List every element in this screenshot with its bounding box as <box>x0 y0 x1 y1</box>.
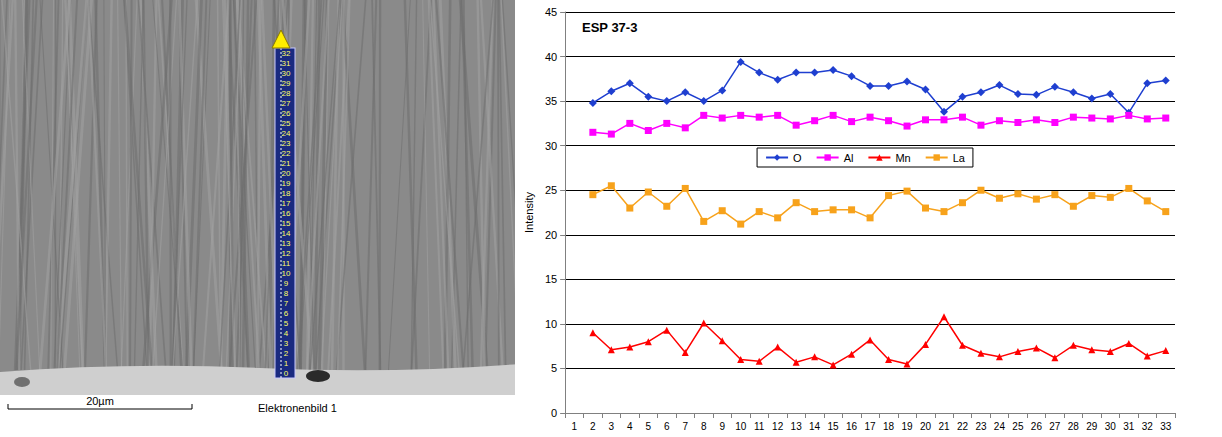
svg-text:27: 27 <box>282 99 291 108</box>
svg-text:25: 25 <box>1012 421 1024 432</box>
svg-text:24: 24 <box>994 421 1006 432</box>
svg-text:Al: Al <box>844 152 854 164</box>
svg-text:22: 22 <box>282 149 291 158</box>
svg-text:3: 3 <box>284 339 289 348</box>
svg-text:16: 16 <box>282 209 291 218</box>
svg-text:10: 10 <box>735 421 747 432</box>
svg-text:25: 25 <box>282 119 291 128</box>
svg-text:10: 10 <box>545 318 557 330</box>
svg-text:30: 30 <box>282 69 291 78</box>
svg-text:18: 18 <box>883 421 895 432</box>
svg-text:6: 6 <box>284 309 289 318</box>
svg-text:7: 7 <box>284 299 289 308</box>
svg-text:11: 11 <box>282 259 291 268</box>
svg-text:11: 11 <box>754 421 765 432</box>
svg-text:Elektronenbild 1: Elektronenbild 1 <box>258 402 337 414</box>
svg-text:28: 28 <box>282 89 291 98</box>
svg-text:9: 9 <box>719 421 725 432</box>
svg-text:14: 14 <box>809 421 821 432</box>
svg-text:27: 27 <box>1049 421 1061 432</box>
svg-text:32: 32 <box>1142 421 1154 432</box>
svg-text:20: 20 <box>920 421 932 432</box>
svg-text:31: 31 <box>282 59 291 68</box>
svg-text:5: 5 <box>551 362 557 374</box>
svg-text:Intensity: Intensity <box>523 192 535 233</box>
svg-text:12: 12 <box>282 249 291 258</box>
svg-text:Mn: Mn <box>895 152 910 164</box>
svg-text:7: 7 <box>682 421 688 432</box>
svg-text:32: 32 <box>282 49 291 58</box>
svg-text:29: 29 <box>282 79 291 88</box>
svg-text:33: 33 <box>1160 421 1172 432</box>
svg-text:25: 25 <box>545 184 557 196</box>
svg-text:6: 6 <box>664 421 670 432</box>
svg-text:31: 31 <box>1123 421 1135 432</box>
svg-text:2: 2 <box>284 349 289 358</box>
svg-text:30: 30 <box>545 140 557 152</box>
svg-text:18: 18 <box>282 189 291 198</box>
svg-text:29: 29 <box>1086 421 1098 432</box>
svg-text:40: 40 <box>545 51 557 63</box>
svg-text:10: 10 <box>282 269 291 278</box>
svg-text:0: 0 <box>551 407 557 419</box>
svg-text:17: 17 <box>282 199 291 208</box>
svg-text:19: 19 <box>901 421 913 432</box>
svg-text:9: 9 <box>284 279 289 288</box>
svg-text:21: 21 <box>282 159 291 168</box>
svg-text:28: 28 <box>1068 421 1080 432</box>
svg-text:4: 4 <box>627 421 633 432</box>
svg-text:20: 20 <box>545 229 557 241</box>
svg-text:1: 1 <box>572 421 578 432</box>
svg-text:5: 5 <box>646 421 652 432</box>
svg-text:ESP 37-3: ESP 37-3 <box>582 20 637 35</box>
svg-text:5: 5 <box>284 319 289 328</box>
svg-text:17: 17 <box>865 421 877 432</box>
svg-text:30: 30 <box>1105 421 1117 432</box>
svg-text:45: 45 <box>545 6 557 18</box>
svg-text:21: 21 <box>938 421 950 432</box>
svg-text:13: 13 <box>791 421 803 432</box>
svg-text:22: 22 <box>957 421 969 432</box>
svg-text:0: 0 <box>284 369 289 378</box>
svg-text:8: 8 <box>701 421 707 432</box>
svg-text:8: 8 <box>284 289 289 298</box>
svg-text:19: 19 <box>282 179 291 188</box>
svg-text:La: La <box>953 152 966 164</box>
svg-text:26: 26 <box>1031 421 1043 432</box>
svg-text:20µm: 20µm <box>86 395 114 407</box>
svg-text:14: 14 <box>282 229 291 238</box>
svg-text:23: 23 <box>975 421 987 432</box>
svg-text:26: 26 <box>282 109 291 118</box>
svg-text:4: 4 <box>284 329 289 338</box>
svg-text:20: 20 <box>282 169 291 178</box>
svg-text:12: 12 <box>772 421 784 432</box>
svg-text:O: O <box>793 152 802 164</box>
svg-text:15: 15 <box>545 273 557 285</box>
svg-text:2: 2 <box>590 421 596 432</box>
svg-text:15: 15 <box>282 219 291 228</box>
svg-text:15: 15 <box>828 421 840 432</box>
svg-text:1: 1 <box>284 359 289 368</box>
svg-text:3: 3 <box>609 421 615 432</box>
svg-text:13: 13 <box>282 239 291 248</box>
svg-text:24: 24 <box>282 129 291 138</box>
svg-text:35: 35 <box>545 95 557 107</box>
svg-text:23: 23 <box>282 139 291 148</box>
svg-text:16: 16 <box>846 421 858 432</box>
